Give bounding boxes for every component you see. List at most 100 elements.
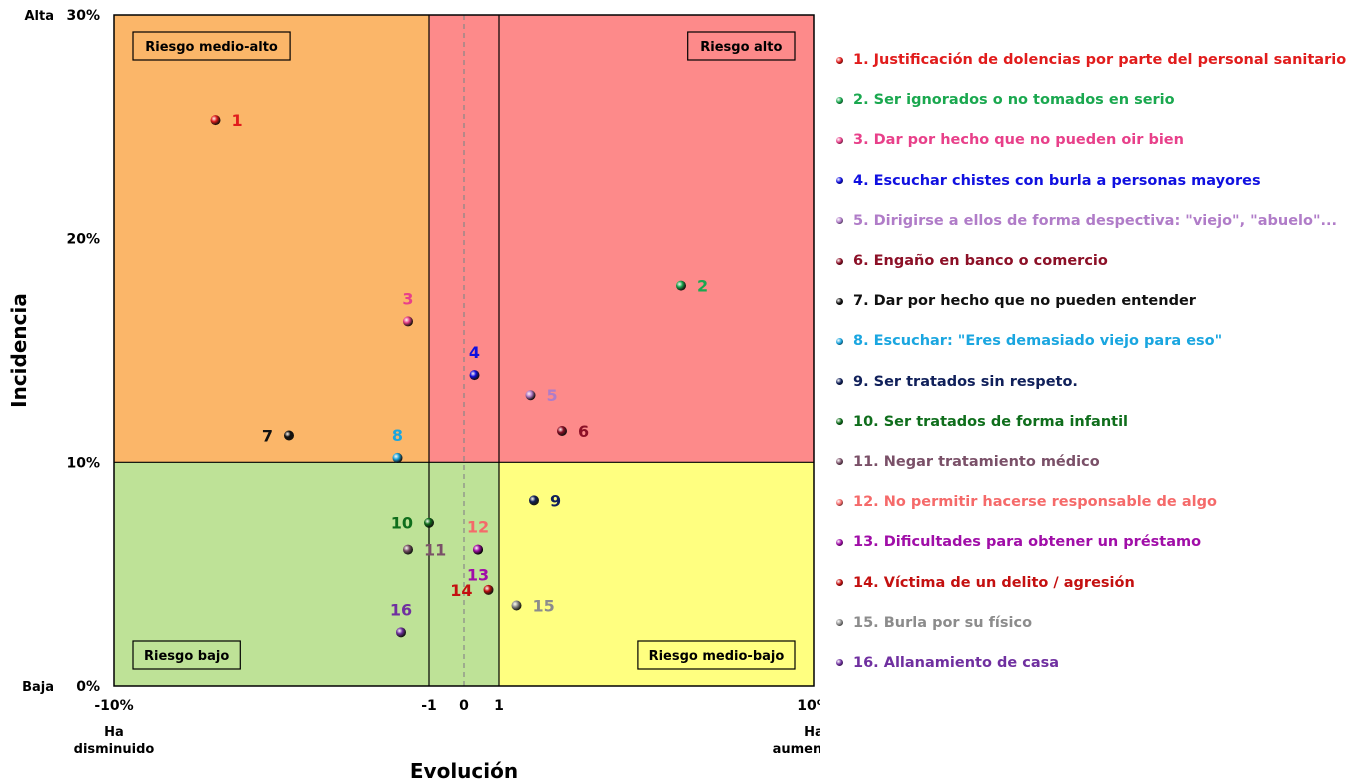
legend-label: 5. Dirigirse a ellos de forma despectiva… <box>853 212 1338 229</box>
legend-label: 16. Allanamiento de casa <box>853 654 1060 671</box>
legend-item: 10. Ser tratados de forma infantil <box>836 402 1356 442</box>
x-tick-label: -10% <box>94 698 133 714</box>
legend-marker-icon <box>836 458 843 466</box>
legend-marker-icon <box>836 257 843 265</box>
legend-marker-icon <box>836 538 843 546</box>
data-point-label: 4 <box>469 343 480 362</box>
data-point-13 <box>473 544 483 555</box>
quadrant-label: Riesgo medio-alto <box>145 40 278 55</box>
legend-label: 7. Dar por hecho que no pueden entender <box>853 293 1196 310</box>
legend-label: 11. Negar tratamiento médico <box>853 453 1100 470</box>
y-end-label-top: Alta <box>24 9 54 24</box>
y-tick-label: 20% <box>66 232 100 248</box>
y-tick-label: 0% <box>76 679 100 695</box>
quadrant-label-box <box>132 31 291 61</box>
data-point-label: 8 <box>392 426 403 445</box>
data-point-label: 1 <box>232 111 243 130</box>
legend-marker-icon <box>836 136 843 144</box>
legend-item: 6. Engaño en banco o comercio <box>836 241 1356 281</box>
quadrant-area-1 <box>114 15 429 463</box>
x-tick-label: 10% <box>797 698 820 714</box>
x-axis-title: Evolución <box>410 759 518 782</box>
data-point-4 <box>469 370 480 381</box>
data-point-label: 5 <box>547 386 558 405</box>
y-axis-title: Incidencia <box>7 293 31 408</box>
legend-label: 8. Escuchar: "Eres demasiado viejo para … <box>853 333 1223 350</box>
x-tick-label: 0 <box>459 698 469 714</box>
legend-label: 9. Ser tratados sin respeto. <box>853 373 1078 390</box>
quadrant-label: Riesgo medio-bajo <box>649 649 785 664</box>
data-point-7 <box>284 430 294 441</box>
data-point-label: 11 <box>424 541 446 560</box>
legend-item: 1. Justificación de dolencias por parte … <box>836 40 1356 80</box>
legend-item: 8. Escuchar: "Eres demasiado viejo para … <box>836 321 1356 361</box>
legend-item: 11. Negar tratamiento médico <box>836 442 1356 482</box>
data-point-2 <box>676 280 686 291</box>
data-point-label: 9 <box>550 491 561 510</box>
plot-border <box>113 14 815 687</box>
legend-item: 2. Ser ignorados o no tomados en serio <box>836 80 1356 120</box>
data-point-10 <box>424 517 434 528</box>
legend-marker-icon <box>836 659 843 667</box>
legend-marker-icon <box>836 619 843 627</box>
legend-marker-icon <box>836 56 843 64</box>
x-tick-label: -1 <box>421 698 437 714</box>
y-tick-label: 30% <box>66 8 100 24</box>
legend-marker-icon <box>836 217 843 225</box>
legend-label: 10. Ser tratados de forma infantil <box>853 413 1129 430</box>
x-end-label-left: disminuido <box>74 742 155 757</box>
data-point-6 <box>557 426 567 437</box>
risk-scatter-chart: Riesgo medio-alto Riesgo alto Riesgo bajo R… <box>7 8 820 782</box>
data-point-label: 16 <box>390 600 412 619</box>
data-point-3 <box>403 316 413 327</box>
data-point-14 <box>483 584 494 595</box>
legend-item: 12. No permitir hacerse responsable de a… <box>836 482 1356 522</box>
y-end-label-bottom: Baja <box>22 680 54 695</box>
data-point-label: 15 <box>533 596 555 615</box>
legend-label: 15. Burla por su físico <box>853 614 1033 631</box>
legend-item: 7. Dar por hecho que no pueden entender <box>836 281 1356 321</box>
data-point-label: 10 <box>391 514 413 533</box>
quadrant-label-box <box>687 31 796 61</box>
legend-label: 3. Dar por hecho que no pueden oir bien <box>853 132 1184 149</box>
data-point-label: 14 <box>450 581 472 600</box>
legend-item: 13. Dificultades para obtener un préstam… <box>836 522 1356 562</box>
quadrant-label: Riesgo alto <box>700 40 782 55</box>
legend-item: 16. Allanamiento de casa <box>836 643 1356 683</box>
legend-marker-icon <box>836 96 843 104</box>
x-end-label-left: Ha <box>104 725 124 740</box>
y-tick-label: 10% <box>66 455 100 471</box>
x-end-label-right: Ha <box>804 725 820 740</box>
legend-item: 15. Burla por su físico <box>836 603 1356 643</box>
quadrant-area-2 <box>429 15 814 463</box>
legend-label: 1. Justificación de dolencias por parte … <box>853 52 1347 69</box>
legend-label: 14. Víctima de un delito / agresión <box>853 574 1135 591</box>
legend-marker-icon <box>836 337 843 345</box>
data-point-5 <box>525 390 536 401</box>
data-point-label: 3 <box>402 289 413 308</box>
data-point-label: 12 <box>467 518 489 537</box>
quadrant-label: Riesgo bajo <box>144 649 229 664</box>
data-point-label: 7 <box>262 426 273 445</box>
legend-label: 2. Ser ignorados o no tomados en serio <box>853 92 1175 109</box>
data-point-15 <box>511 600 522 611</box>
legend-item: 3. Dar por hecho que no pueden oir bien <box>836 120 1356 160</box>
x-tick-label: 1 <box>494 698 504 714</box>
legend-marker-icon <box>836 378 843 386</box>
legend-label: 6. Engaño en banco o comercio <box>853 253 1108 270</box>
legend-label: 13. Dificultades para obtener un préstam… <box>853 534 1202 551</box>
data-point-label: 2 <box>697 277 708 296</box>
data-point-8 <box>392 452 403 463</box>
legend-item: 4. Escuchar chistes con burla a personas… <box>836 161 1356 201</box>
data-point-16 <box>396 627 406 638</box>
x-end-label-right: aumentado <box>773 742 820 757</box>
legend-item: 14. Víctima de un delito / agresión <box>836 562 1356 602</box>
data-point-1 <box>210 115 221 126</box>
data-point-label: 6 <box>578 422 589 441</box>
legend-label: 12. No permitir hacerse responsable de a… <box>853 494 1217 511</box>
legend-marker-icon <box>836 579 843 587</box>
data-point-label: 13 <box>467 566 489 585</box>
legend-marker-icon <box>836 498 843 506</box>
data-point-11 <box>403 544 413 555</box>
quadrant-label-box <box>637 640 796 670</box>
